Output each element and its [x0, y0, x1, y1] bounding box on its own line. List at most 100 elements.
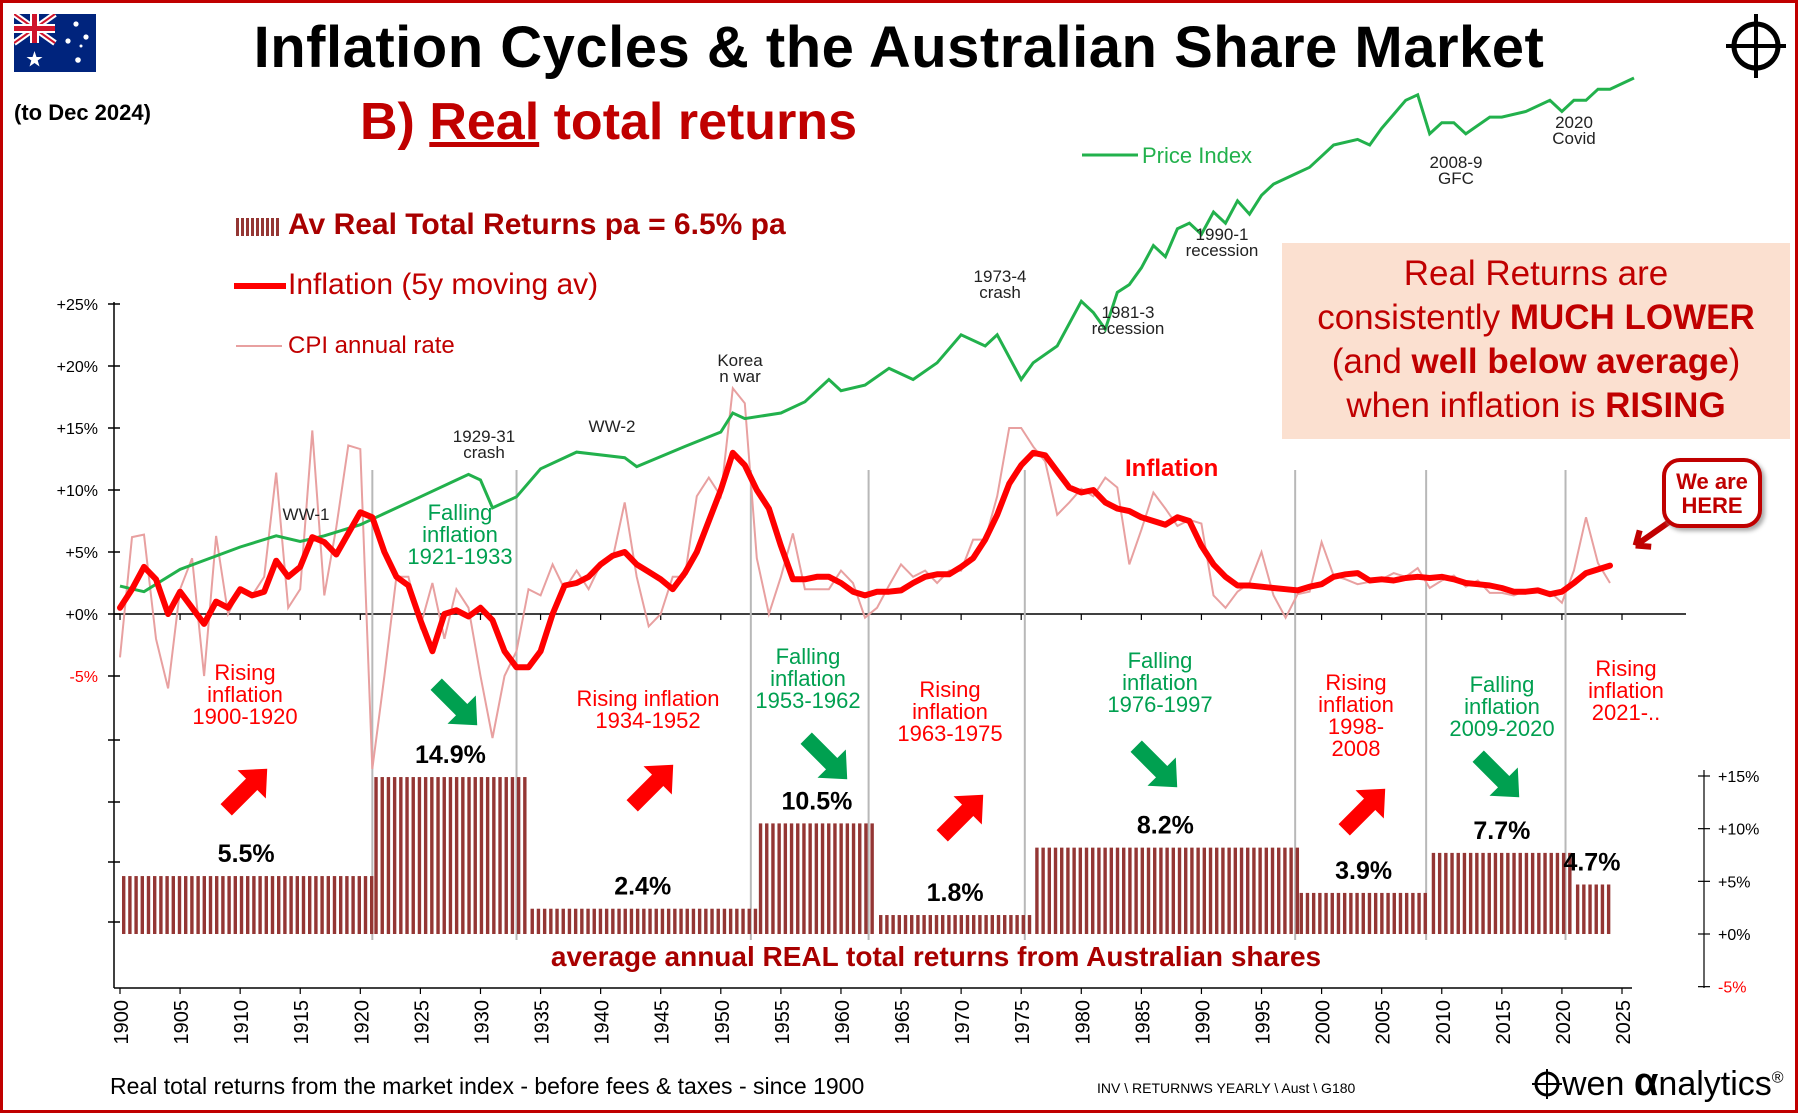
real-return-bar [405, 777, 409, 934]
real-return-bar [903, 915, 908, 934]
callout-text: ) [1728, 342, 1741, 381]
real-return-bar [1115, 847, 1120, 934]
callout-text: when inflation is [1346, 386, 1606, 425]
falling-arrow-icon [800, 732, 848, 780]
real-return-bar [879, 915, 883, 934]
real-return-label: 3.9% [1335, 857, 1392, 885]
chart-subtitle: (to Dec 2024) [14, 100, 151, 125]
left-y-tick-label: +15% [57, 421, 98, 438]
real-return-bar [1462, 852, 1467, 934]
real-return-bar [747, 908, 751, 934]
real-return-bar [984, 915, 988, 934]
callout-line: when inflation is RISING [1282, 384, 1790, 428]
region-label: inflation [207, 682, 283, 707]
real-return-bar [283, 876, 287, 934]
real-return-bar [1060, 847, 1064, 934]
real-return-bar [783, 823, 788, 934]
x-axis-tick-label: 1995 [1253, 1000, 1275, 1045]
real-return-bar [1072, 847, 1076, 934]
real-return-bar [1450, 852, 1454, 934]
x-axis-tick-label: 1920 [351, 1000, 373, 1045]
real-return-bar [1437, 852, 1442, 934]
real-return-bar [277, 876, 281, 934]
falling-arrow-icon [430, 678, 478, 726]
x-axis-tick-label: 1900 [111, 1000, 133, 1045]
real-return-bar [1140, 847, 1145, 934]
real-return-bar [523, 777, 527, 934]
callout-text: consistently [1317, 298, 1510, 337]
real-return-bar [972, 915, 976, 934]
real-return-bar [1190, 847, 1194, 934]
legend-cpi-swatch [236, 345, 282, 347]
badge-line: HERE [1681, 493, 1743, 518]
region-label: inflation [1318, 692, 1394, 717]
real-return-bar [295, 876, 299, 934]
badge-line: We are [1676, 469, 1748, 494]
real-return-bar [1499, 852, 1504, 934]
real-return-bar [1392, 892, 1396, 934]
real-return-bar [530, 908, 534, 934]
real-return-bar [399, 777, 403, 934]
x-axis-tick-label: 1980 [1072, 1000, 1094, 1045]
section-title: B) Real total returns [360, 92, 857, 152]
callout-line: consistently MUCH LOWER [1282, 296, 1790, 340]
real-return-bar [685, 908, 689, 934]
real-return-bar [270, 876, 275, 934]
real-return-bar [1134, 847, 1138, 934]
real-return-bar [704, 908, 708, 934]
real-return-bar [308, 876, 312, 934]
real-return-bar [1431, 852, 1436, 934]
real-return-bar [196, 876, 200, 934]
x-axis-tick-label: 1955 [772, 1000, 794, 1045]
brand-logo-text: nalytics [1658, 1065, 1772, 1103]
region-label: 2008 [1332, 736, 1381, 761]
right-y-tick-label: +15% [1718, 769, 1759, 786]
x-axis-tick-label: 1970 [952, 1000, 974, 1045]
real-return-bar [1277, 847, 1281, 934]
real-return-bar [1355, 892, 1359, 934]
region-label: Rising [1595, 656, 1656, 681]
real-return-bar [134, 876, 138, 934]
event-annotation: recession [1186, 241, 1259, 260]
real-return-bar [1561, 852, 1566, 934]
event-annotation: 1990-1 [1196, 225, 1249, 244]
australian-flag-icon [14, 14, 96, 72]
real-return-bar [1373, 892, 1378, 934]
real-return-bar [1053, 847, 1058, 934]
right-y-tick-label: -5% [1718, 980, 1746, 997]
real-return-bar [922, 915, 926, 934]
real-return-bar [246, 876, 250, 934]
arrow-shape [220, 768, 268, 816]
real-return-bar [1481, 852, 1485, 934]
x-axis-tick-label: 1905 [171, 1000, 193, 1045]
real-return-label: 7.7% [1473, 817, 1530, 845]
real-return-bar [536, 908, 541, 934]
rising-arrow-icon [1338, 788, 1386, 836]
real-return-bar [1165, 847, 1169, 934]
chart-title: Inflation Cycles & the Australian Share … [253, 15, 1545, 80]
real-return-bar [1021, 915, 1026, 934]
x-axis-tick-label: 2015 [1493, 1000, 1515, 1045]
region-label: inflation [1122, 670, 1198, 695]
real-return-bar [1027, 915, 1032, 934]
real-return-bar [392, 777, 397, 934]
callout-box: Real Returns are consistently MUCH LOWER… [1282, 243, 1790, 439]
real-return-bar [1518, 852, 1522, 934]
event-annotation: crash [979, 283, 1021, 302]
real-return-bar [1097, 847, 1101, 934]
real-return-bar [1015, 915, 1019, 934]
real-return-bar [442, 777, 446, 934]
real-return-bar [870, 823, 874, 934]
legend-bar-label: Av Real Total Returns pa = 6.5% pa [288, 208, 786, 241]
real-return-bar [351, 876, 355, 934]
event-annotation: WW-2 [589, 417, 636, 436]
real-return-bar [258, 876, 262, 934]
real-return-label: 14.9% [415, 741, 486, 769]
real-return-bar [1215, 847, 1219, 934]
callout-line: (and well below average) [1282, 340, 1790, 384]
real-return-bar [1252, 847, 1256, 934]
real-return-bar [430, 777, 434, 934]
real-return-bar [827, 823, 831, 934]
legend-bar-swatch-graphic [236, 218, 279, 236]
